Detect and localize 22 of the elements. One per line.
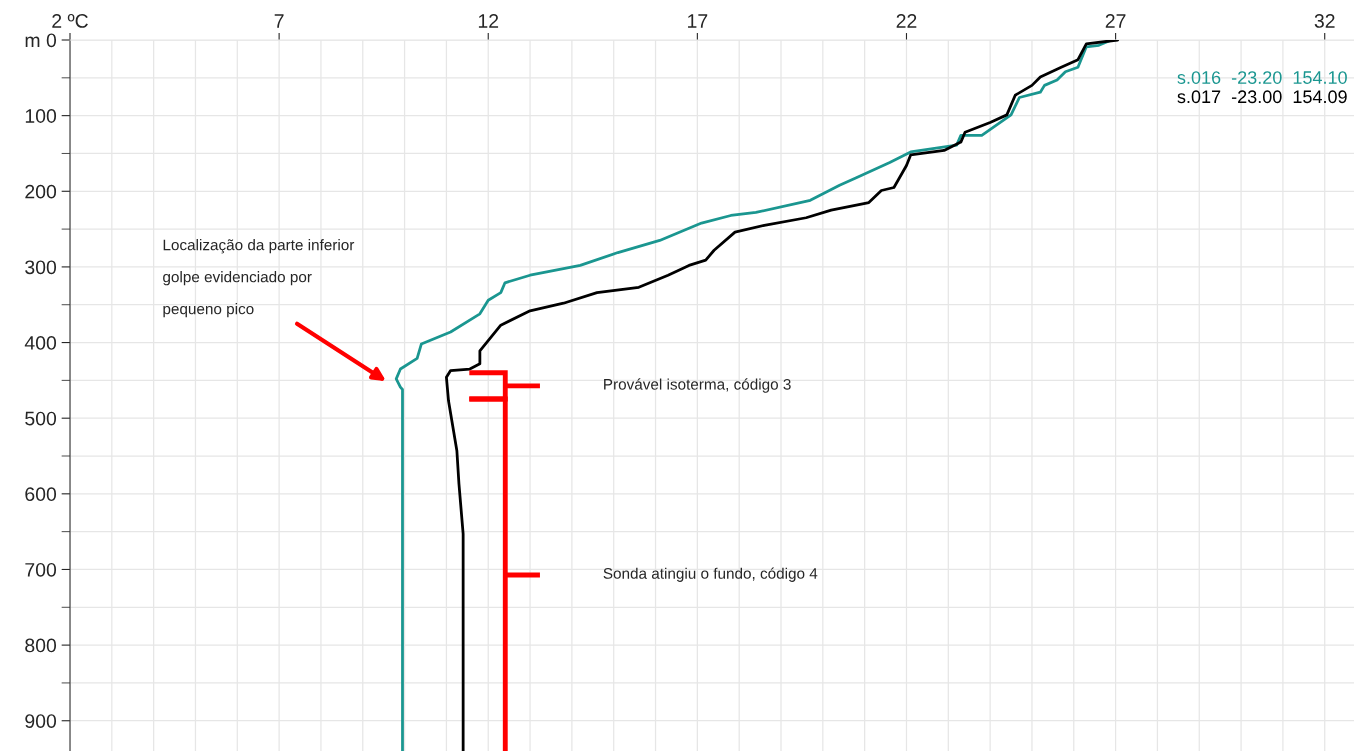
x-tick-label: 32 <box>1314 14 1335 28</box>
x-tick-label: 7 <box>274 14 284 28</box>
y-tick-label: 500 <box>25 411 57 426</box>
x-tick-label: 17 <box>688 14 708 28</box>
y-tick-label: 700 <box>25 562 57 577</box>
y-tick-label: 100 <box>25 109 57 123</box>
text: s.017 -23.00 154.09 <box>1177 90 1347 104</box>
y-tick-label: 300 <box>25 260 57 275</box>
y-tick-label: 600 <box>25 487 57 502</box>
annotation: Localização da parte inferior golpe evidenciado por pequeno pico <box>163 239 355 318</box>
annotation: Provável isoterma, código 3 <box>604 378 791 393</box>
x-tick-label: 22 <box>896 14 917 28</box>
y-tick-label: m 0 <box>25 33 57 48</box>
annotation: Sonda atingiu o fundo, código 4 <box>603 567 818 582</box>
x-tick-label: 2 ºC <box>52 14 88 28</box>
y-tick-label: 900 <box>25 714 57 728</box>
y-tick-label: 400 <box>24 336 57 350</box>
y-tick-label: 800 <box>25 638 57 653</box>
y-tick-label: 200 <box>25 184 57 199</box>
text: s.016 -23.20 154.10 <box>1177 71 1347 84</box>
x-tick-label: 27 <box>1105 14 1126 28</box>
x-tick-label: 12 <box>478 14 499 28</box>
